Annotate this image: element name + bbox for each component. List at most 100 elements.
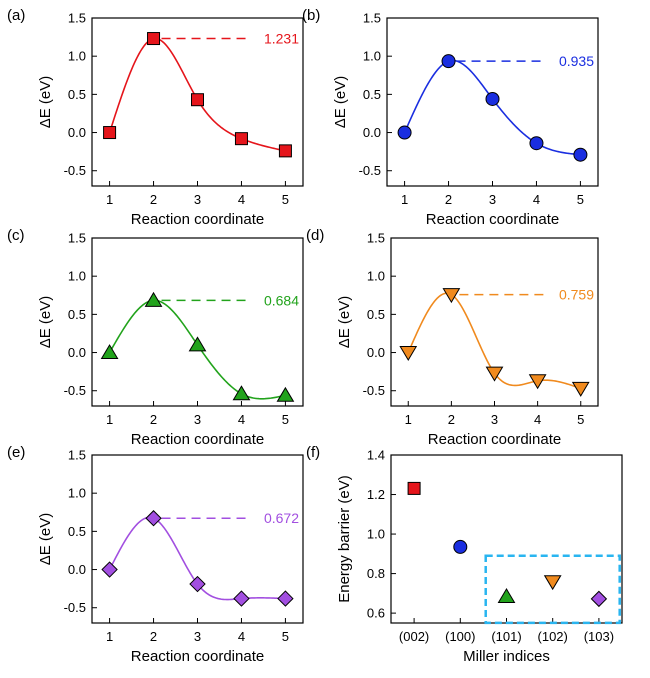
x-axis-title: Reaction coordinate: [131, 211, 264, 228]
x-tick-label: 1: [106, 412, 113, 427]
data-point: [101, 561, 118, 578]
y-tick-label: 0.6: [367, 606, 385, 621]
data-point: [233, 590, 250, 607]
data-point: [528, 374, 547, 390]
y-axis-title: Energy barrier (eV): [336, 475, 353, 603]
x-tick-label: 3: [194, 629, 201, 644]
y-tick-label: 1.0: [367, 269, 385, 284]
y-tick-label: 0.5: [68, 307, 86, 322]
data-point: [397, 125, 412, 140]
y-tick-label: -0.5: [359, 163, 381, 178]
y-axis-title: ΔE (eV): [37, 76, 54, 129]
panel-c: (c) -0.5 0.0 0.5 1.0 1.5 1 2 3 4 5 0.684 Reaction co…: [7, 227, 304, 448]
y-tick-label: 0.0: [367, 345, 385, 360]
x-tick-label: 5: [577, 192, 584, 207]
y-tick-label: 1.4: [367, 448, 385, 463]
x-tick-label: 4: [533, 192, 540, 207]
barrier-label: 1.231: [264, 31, 299, 47]
y-tick-label: 1.0: [68, 49, 86, 64]
data-point: [100, 344, 119, 360]
data-point: [191, 93, 204, 107]
y-tick-label: 0.0: [68, 562, 86, 577]
data-point: [103, 126, 117, 140]
y-tick-label: 0.0: [68, 345, 86, 360]
energy-curve: [403, 59, 581, 156]
panel-label: (a): [7, 7, 25, 24]
x-tick-label: 4: [534, 412, 541, 427]
x-tick-label: 2: [448, 412, 455, 427]
y-tick-label: 0.0: [363, 125, 381, 140]
y-tick-label: 1.5: [367, 231, 385, 246]
data-point: [188, 336, 207, 352]
y-tick-label: 1.5: [68, 448, 86, 463]
y-tick-label: 0.5: [363, 87, 381, 102]
data-point: [399, 346, 418, 362]
data-point: [278, 144, 292, 158]
panel-d: (d) -0.5 0.0 0.5 1.0 1.5 1 2 3 4 5 0.759 Reaction co…: [306, 227, 599, 448]
y-axis-title: ΔE (eV): [332, 76, 349, 129]
x-tick-label: 1: [106, 629, 113, 644]
highlight-box: [484, 554, 621, 625]
x-tick-label: 5: [577, 412, 584, 427]
x-axis-title: Reaction coordinate: [131, 648, 264, 665]
panel-label: (d): [306, 227, 324, 244]
y-tick-label: -0.5: [64, 383, 86, 398]
x-tick-label: 5: [282, 629, 289, 644]
barrier-label: 0.935: [559, 53, 594, 69]
x-tick-label: 1: [106, 192, 113, 207]
x-tick-label: 4: [238, 629, 245, 644]
data-point: [189, 575, 206, 593]
data-point: [144, 291, 163, 307]
panel-label: (b): [302, 7, 320, 24]
y-tick-label: -0.5: [363, 383, 385, 398]
y-tick-label: -0.5: [64, 163, 86, 178]
x-tick-label: (101): [491, 629, 521, 644]
x-tick-label: 3: [489, 192, 496, 207]
panel-b: (b) -0.5 0.0 0.5 1.0 1.5 1 2 3 4 5 0.935 Reaction co…: [302, 7, 599, 228]
x-tick-label: (100): [445, 629, 475, 644]
data-point: [442, 288, 461, 304]
y-axis-title: ΔE (eV): [336, 296, 353, 349]
y-tick-label: 1.5: [68, 231, 86, 246]
panel-e: (e) -0.5 0.0 0.5 1.0 1.5 1 2 3 4 5 0.672 Reaction co…: [7, 444, 304, 665]
panel-f: (f) 0.6 0.8 1.0 1.2 1.4 (002) (100) (101) (102) (1…: [306, 444, 623, 665]
x-tick-label: 2: [150, 412, 157, 427]
x-tick-label: 4: [238, 192, 245, 207]
data-point: [234, 132, 248, 146]
y-tick-label: -0.5: [64, 600, 86, 615]
barrier-label: 0.759: [559, 287, 594, 303]
x-tick-label: 1: [401, 192, 408, 207]
data-point: [453, 539, 468, 554]
data-point: [147, 32, 161, 46]
barrier-label: 0.672: [264, 510, 299, 526]
data-point: [573, 147, 588, 162]
y-axis-title: ΔE (eV): [37, 513, 54, 566]
y-tick-label: 1.2: [367, 487, 385, 502]
panel-a: (a) -0.5 0.0 0.5 1.0 1.5 1 2 3 4 5 1.231 Reaction co…: [7, 7, 304, 228]
y-tick-label: 1.5: [363, 11, 381, 26]
x-tick-label: 2: [445, 192, 452, 207]
barrier-label: 0.684: [264, 292, 299, 308]
y-tick-label: 0.5: [367, 307, 385, 322]
data-point: [543, 575, 562, 591]
x-tick-label: 5: [282, 192, 289, 207]
y-tick-label: 1.0: [367, 527, 385, 542]
x-tick-label: 3: [194, 412, 201, 427]
y-tick-label: 1.0: [363, 49, 381, 64]
y-tick-label: 0.5: [68, 524, 86, 539]
panel-label: (c): [7, 227, 25, 244]
data-point: [571, 381, 590, 397]
x-axis-title: Reaction coordinate: [131, 431, 264, 448]
x-tick-label: 4: [238, 412, 245, 427]
y-tick-label: 0.0: [68, 125, 86, 140]
data-point: [232, 385, 251, 401]
y-axis-title: ΔE (eV): [37, 296, 54, 349]
data-point: [276, 386, 295, 402]
x-tick-label: 3: [194, 192, 201, 207]
x-axis-title: Reaction coordinate: [428, 431, 561, 448]
x-tick-label: (102): [538, 629, 568, 644]
y-tick-label: 1.0: [68, 486, 86, 501]
data-point: [529, 136, 544, 151]
x-tick-label: 1: [405, 412, 412, 427]
